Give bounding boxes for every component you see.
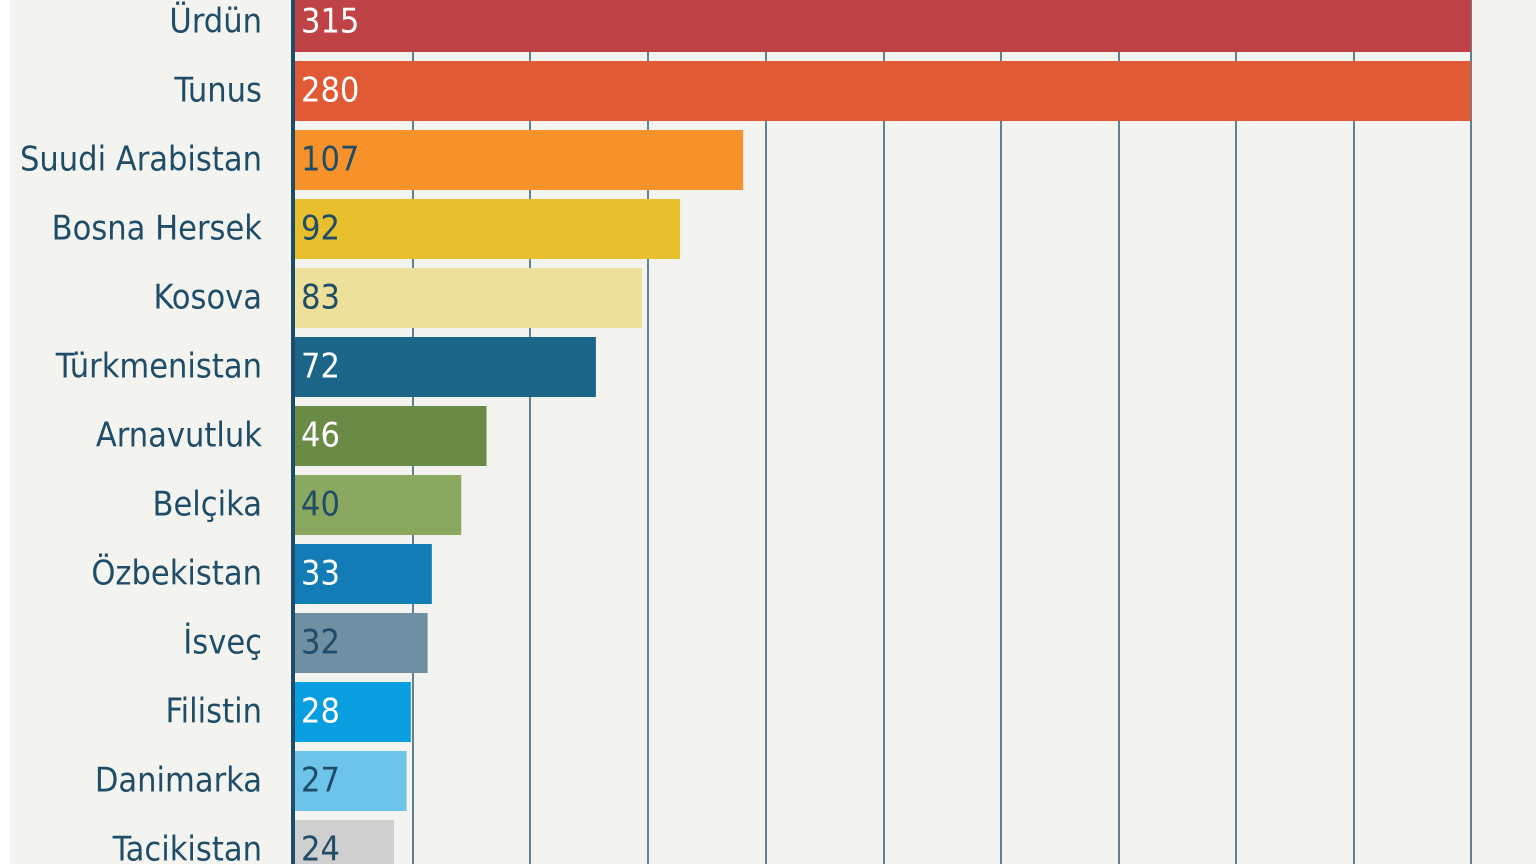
bar-value-label: 40 — [301, 485, 340, 525]
category-labels: Ürdün Tunus Suudi Arabistan Bosna Hersek Kos… — [20, 1, 262, 864]
bar — [293, 751, 407, 811]
bar-value-label: 28 — [301, 692, 340, 732]
category-label: Ürdün — [169, 1, 262, 42]
bar — [293, 61, 1471, 121]
category-label: Tunus — [173, 71, 262, 111]
category-label: Bosna Hersek — [52, 209, 263, 249]
category-label: Filistin — [166, 692, 262, 732]
bar-value-label: 46 — [301, 416, 340, 456]
bars — [293, 0, 1471, 864]
bar — [293, 199, 681, 259]
bar-value-label: 280 — [301, 71, 359, 111]
bar — [293, 337, 596, 397]
bar-value-label: 315 — [301, 2, 359, 42]
bar — [293, 0, 1471, 52]
bar — [293, 820, 394, 864]
category-label: Tacikistan — [112, 830, 262, 864]
bar-value-label: 27 — [301, 761, 340, 801]
chart-panel: 315 280 107 92 83 72 46 40 33 32 28 27 24 Ürdün Tunus S… — [10, 0, 1536, 864]
grid-lines — [412, 0, 1472, 864]
category-label: Özbekistan — [91, 553, 262, 594]
bar — [293, 682, 411, 742]
bar — [293, 406, 487, 466]
category-label: Suudi Arabistan — [20, 140, 262, 180]
bar-value-label: 83 — [301, 278, 340, 318]
bar — [293, 268, 643, 328]
value-labels: 315 280 107 92 83 72 46 40 33 32 28 27 24 — [301, 2, 359, 864]
category-label: İsveç — [183, 623, 262, 663]
category-label: Danimarka — [95, 761, 262, 801]
bar — [293, 613, 428, 673]
category-label: Belçika — [153, 485, 263, 525]
bar-value-label: 107 — [301, 140, 359, 180]
bar — [293, 544, 432, 604]
bar-value-label: 24 — [301, 830, 340, 864]
category-label: Türkmenistan — [55, 347, 262, 387]
bar-value-label: 92 — [301, 209, 340, 249]
bar — [293, 130, 744, 190]
bar-value-label: 32 — [301, 623, 340, 663]
bar-chart: 315 280 107 92 83 72 46 40 33 32 28 27 24 Ürdün Tunus S… — [20, 0, 1472, 864]
bar-value-label: 33 — [301, 554, 340, 594]
category-label: Arnavutluk — [96, 416, 262, 456]
bar — [293, 475, 462, 535]
category-label: Kosova — [153, 278, 262, 318]
bar-value-label: 72 — [301, 347, 340, 387]
